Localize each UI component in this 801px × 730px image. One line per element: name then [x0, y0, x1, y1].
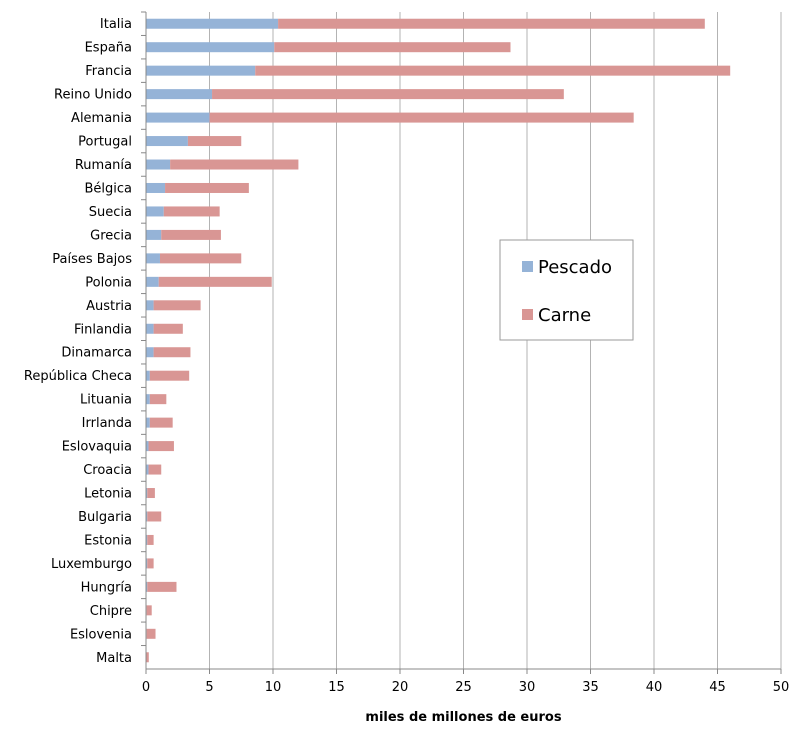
bar-pescado — [146, 160, 170, 170]
grid-layer — [210, 12, 782, 669]
bar-pescado — [146, 371, 150, 381]
bar-pescado — [146, 42, 274, 52]
bar-carne — [147, 511, 161, 521]
bar-carne — [165, 183, 249, 193]
x-tick-label: 50 — [773, 680, 790, 695]
bar-pescado — [146, 230, 161, 240]
category-label: Italia — [100, 17, 132, 32]
bar-pescado — [146, 277, 159, 287]
x-tick-label: 45 — [709, 680, 726, 695]
bar-carne — [149, 465, 162, 475]
legend-swatch-carne — [522, 309, 533, 320]
x-tick-label: 30 — [519, 680, 536, 695]
bar-carne — [210, 113, 634, 123]
x-tick-label: 20 — [392, 680, 409, 695]
category-label: Francia — [85, 64, 132, 79]
category-label: Bulgaria — [78, 510, 132, 525]
bar-carne — [147, 605, 152, 615]
bar-pescado — [146, 253, 160, 263]
bar-carne — [188, 136, 241, 146]
bar-carne — [149, 441, 174, 451]
x-tick-label: 0 — [142, 680, 150, 695]
category-label: Bélgica — [84, 181, 132, 196]
bar-pescado — [146, 19, 278, 29]
legend-label-pescado: Pescado — [538, 257, 612, 278]
category-label: Estonia — [84, 533, 132, 548]
category-label: República Checa — [24, 369, 132, 384]
category-label: Luxemburgo — [51, 557, 132, 572]
bar-carne — [147, 488, 155, 498]
bar-carne — [160, 253, 241, 263]
x-tick-label: 35 — [582, 680, 599, 695]
category-label: España — [85, 41, 132, 56]
x-tick-label: 40 — [646, 680, 663, 695]
category-label: Letonia — [84, 487, 132, 502]
bar-pescado — [146, 347, 154, 357]
bar-pescado — [146, 206, 164, 216]
category-label: Suecia — [89, 205, 132, 220]
category-label: Polonia — [85, 275, 132, 290]
bar-carne — [147, 582, 176, 592]
category-label: Dinamarca — [61, 346, 132, 361]
bar-carne — [278, 19, 705, 29]
bar-carne — [161, 230, 221, 240]
bar-carne — [159, 277, 272, 287]
bar-carne — [150, 418, 173, 428]
bar-pescado — [146, 418, 150, 428]
bar-carne — [154, 300, 201, 310]
bar-pescado — [146, 113, 210, 123]
bar-pescado — [146, 324, 154, 334]
bar-carne — [212, 89, 564, 99]
category-label: Eslovaquia — [62, 440, 132, 455]
bar-pescado — [146, 394, 150, 404]
bar-pescado — [146, 89, 212, 99]
category-label: Grecia — [90, 228, 132, 243]
category-label: Malta — [96, 651, 132, 666]
category-label: Reino Unido — [54, 88, 132, 103]
x-tick-label: 25 — [455, 680, 472, 695]
bar-pescado — [146, 300, 154, 310]
category-label: Eslovenia — [70, 627, 132, 642]
x-axis-title: miles de millones de euros — [365, 710, 561, 725]
bar-carne — [150, 394, 167, 404]
bars-layer — [146, 19, 730, 663]
legend-label-carne: Carne — [538, 305, 591, 326]
bar-carne — [255, 66, 730, 76]
bar-carne — [147, 558, 153, 568]
category-label: Croacia — [83, 463, 132, 478]
category-label: Portugal — [78, 135, 132, 150]
category-label: Lituania — [80, 393, 132, 408]
bar-carne — [147, 535, 153, 545]
bar-carne — [164, 206, 220, 216]
bar-pescado — [146, 66, 255, 76]
category-label: Alemania — [71, 111, 132, 126]
bar-carne — [146, 652, 149, 662]
bar-carne — [154, 324, 183, 334]
legend: Pescado Carne — [500, 240, 633, 340]
bar-pescado — [146, 183, 165, 193]
bar-pescado — [146, 136, 188, 146]
bar-carne — [147, 629, 156, 639]
x-tick-label: 10 — [265, 680, 282, 695]
category-label: Chipre — [90, 604, 132, 619]
category-label: Países Bajos — [52, 252, 132, 267]
bar-carne — [150, 371, 189, 381]
bar-carne — [154, 347, 191, 357]
category-label: Austria — [86, 299, 132, 314]
bar-carne — [170, 160, 298, 170]
legend-swatch-pescado — [522, 261, 533, 272]
category-label: Finlandia — [74, 322, 132, 337]
x-tick-label: 5 — [205, 680, 213, 695]
category-label: Hungría — [81, 580, 132, 595]
x-tick-label: 15 — [328, 680, 345, 695]
category-label: Rumanía — [75, 158, 132, 173]
bar-carne — [274, 42, 510, 52]
axis-layer — [141, 12, 781, 674]
category-label: Irrlanda — [82, 416, 132, 431]
